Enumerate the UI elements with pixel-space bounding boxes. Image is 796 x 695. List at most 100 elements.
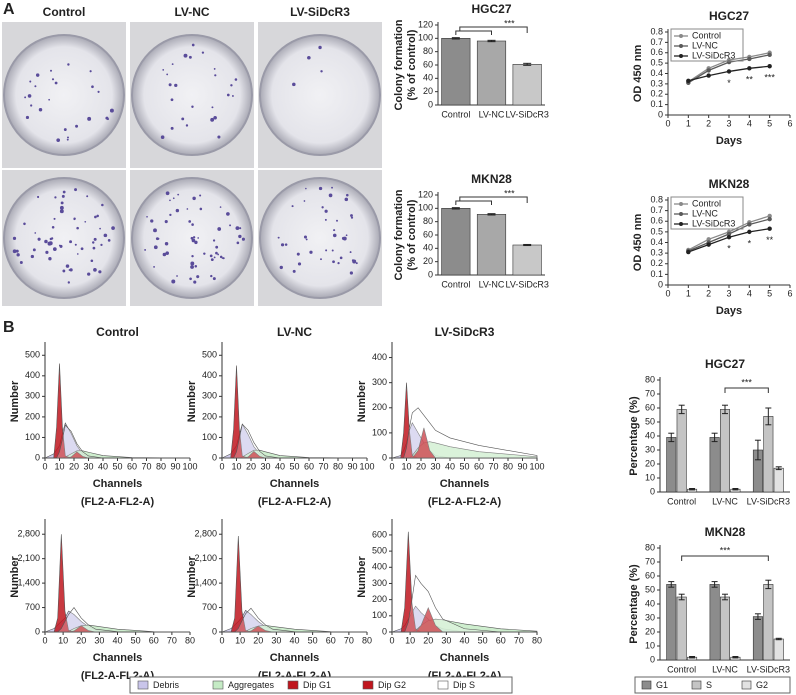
x-tick-label: 70 — [514, 635, 524, 645]
legend-swatch — [212, 680, 224, 690]
colony-dot — [153, 228, 157, 233]
x-axis-label: Channels — [93, 478, 143, 490]
x-tick-label: LV-SiDcR3 — [505, 109, 548, 119]
y-tick-label: 0 — [650, 654, 655, 664]
y-tick-label: 400 — [202, 370, 217, 380]
colony-dot — [67, 63, 70, 66]
point — [726, 231, 732, 237]
x-tick-label: 4 — [747, 118, 752, 128]
chart-title: HGC27 — [709, 9, 749, 23]
colony-dot — [213, 68, 216, 70]
panel-label: B — [3, 319, 15, 336]
x-tick-label: 50 — [131, 635, 141, 645]
y-tick-label: 400 — [372, 562, 387, 572]
photo-label: Control — [43, 5, 86, 19]
colony-dot — [210, 258, 214, 262]
y-tick-label: 0.3 — [650, 248, 663, 258]
y-tick-label: 80 — [645, 542, 655, 552]
x-tick-label: 100 — [529, 461, 544, 471]
colony-dot — [97, 90, 100, 93]
y-tick-label: 1,400 — [194, 577, 217, 587]
x-tick-label: 20 — [416, 461, 426, 471]
x-tick-label: 40 — [275, 461, 285, 471]
colony-dot — [109, 108, 114, 113]
colony-dot — [193, 280, 197, 284]
bar — [676, 596, 687, 661]
colony-dot — [212, 239, 216, 242]
y-tick-label: 2,100 — [194, 553, 217, 563]
legend-label: G2 — [756, 680, 768, 690]
colony-dot — [191, 223, 194, 226]
colony-dot — [241, 237, 245, 241]
y-tick-label: 1,400 — [17, 577, 40, 587]
x-tick-label: LV-NC — [479, 279, 505, 289]
x-tick-label: 3 — [726, 288, 731, 298]
colony-dot — [217, 227, 222, 231]
colony-dot — [16, 253, 20, 257]
x-tick-label: Control — [667, 664, 696, 674]
x-tick-label: 6 — [787, 288, 792, 298]
colony-dot — [292, 269, 296, 273]
legend-swatch — [287, 680, 299, 690]
x-tick-label: 70 — [344, 635, 354, 645]
y-axis-label: Colony formation — [393, 19, 405, 110]
colony-dot — [296, 252, 300, 256]
legend-label: Control — [692, 30, 721, 40]
y-tick-label: 80 — [645, 374, 655, 384]
x-tick-label: LV-NC — [479, 109, 505, 119]
colony-dot — [280, 243, 285, 247]
colony-dot — [188, 55, 192, 59]
colony-dot — [169, 213, 172, 217]
y-tick-label: 2,100 — [17, 553, 40, 563]
y-tick-label: 80 — [423, 216, 433, 226]
y-tick-label: 10 — [645, 472, 655, 482]
y-tick-label: 100 — [418, 203, 433, 213]
colony-dot — [98, 270, 102, 274]
x-tick-label: 100 — [359, 461, 374, 471]
colony-dot — [144, 248, 147, 251]
colony-dot — [67, 281, 70, 284]
x-axis-label: (FL2-A-FL2-A) — [258, 496, 332, 508]
colony-dot — [37, 237, 41, 241]
colony-dot — [25, 115, 30, 120]
legend-label: LV-NC — [692, 40, 718, 50]
colony-dot — [107, 239, 111, 242]
x-tick-label: 80 — [333, 461, 343, 471]
plate — [3, 34, 125, 156]
y-tick-label: 0.5 — [650, 58, 663, 68]
significance-label: *** — [504, 18, 515, 28]
colony-dot — [291, 205, 294, 208]
y-tick-label: 0.4 — [650, 68, 663, 78]
colony-dot — [320, 258, 322, 261]
colony-dot — [226, 212, 230, 216]
colony-dot — [162, 252, 167, 257]
colony-dot — [234, 78, 238, 81]
colony-dot — [303, 235, 307, 239]
x-axis-label: Channels — [93, 652, 143, 664]
x-tick-label: 0 — [42, 635, 47, 645]
colony-dot — [185, 124, 189, 127]
colony-dot — [62, 269, 66, 273]
x-tick-label: 70 — [488, 461, 498, 471]
colony-dot — [94, 215, 97, 219]
colony-dot — [209, 254, 213, 258]
colony-dot — [214, 74, 217, 77]
x-tick-label: 40 — [289, 635, 299, 645]
colony-dot — [30, 104, 33, 107]
y-tick-label: 0.7 — [650, 205, 663, 215]
y-tick-label: 300 — [372, 578, 387, 588]
colony-dot — [232, 95, 234, 97]
colony-dot — [34, 232, 37, 234]
y-tick-label: 700 — [202, 602, 217, 612]
photo-label: LV-NC — [174, 5, 209, 19]
y-axis-label: Colony formation — [393, 189, 405, 280]
x-tick-label: 4 — [747, 288, 752, 298]
point — [767, 213, 772, 219]
x-axis-label: Channels — [270, 652, 320, 664]
colony-dot — [48, 257, 52, 261]
y-tick-label: 0.1 — [650, 269, 663, 279]
y-tick-label: 0.2 — [650, 258, 663, 268]
colony-dot — [171, 279, 176, 284]
colony-dot — [168, 83, 172, 87]
y-tick-label: 300 — [372, 377, 387, 387]
